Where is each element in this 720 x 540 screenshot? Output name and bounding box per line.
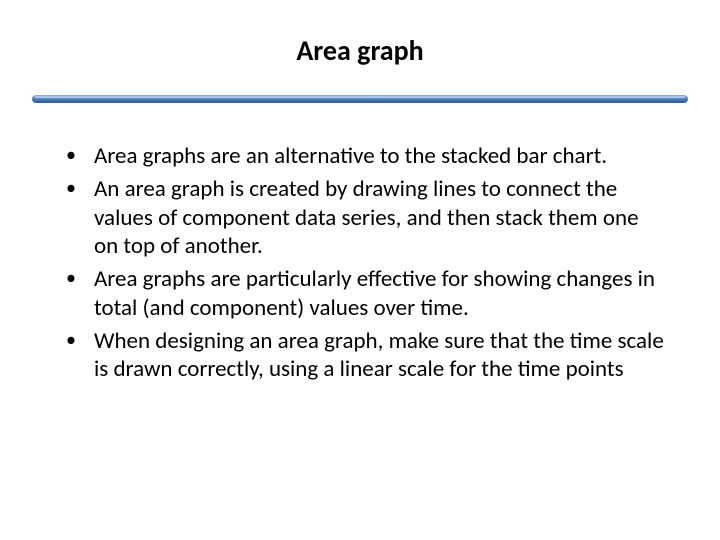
- slide-body: Area graphs are an alternative to the st…: [56, 142, 664, 388]
- divider-icon: [32, 92, 688, 106]
- slide: Area graph Area graphs are an alternativ…: [0, 0, 720, 540]
- list-item: Area graphs are particularly effective f…: [56, 265, 664, 323]
- bullet-list: Area graphs are an alternative to the st…: [56, 142, 664, 384]
- slide-title: Area graph: [0, 36, 720, 67]
- list-item: An area graph is created by drawing line…: [56, 175, 664, 261]
- list-item: Area graphs are an alternative to the st…: [56, 142, 664, 171]
- list-item: When designing an area graph, make sure …: [56, 327, 664, 385]
- title-divider: [32, 92, 688, 106]
